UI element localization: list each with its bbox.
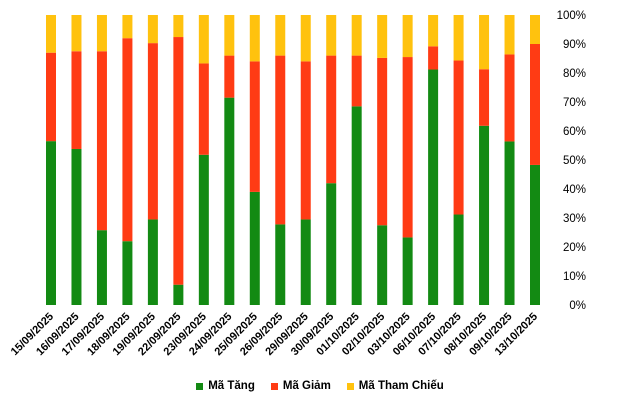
y-tick-label: 50% (563, 155, 586, 167)
legend-swatch-giam (270, 382, 278, 390)
bar-segment-giam-19 (530, 44, 540, 165)
bar-segment-giam-2 (96, 51, 107, 231)
y-tick-label: 0% (569, 300, 586, 312)
bar-segment-tham-chieu-9 (275, 15, 286, 56)
bar-segment-tham-chieu-1 (71, 15, 82, 52)
y-tick-label: 90% (563, 39, 586, 51)
bar-segment-tang-19 (530, 164, 540, 305)
bar-segment-giam-18 (504, 54, 515, 142)
y-tick-label: 40% (563, 184, 586, 196)
bar-segment-tham-chieu-12 (351, 15, 362, 56)
bar-segment-tang-6 (198, 154, 209, 305)
bar-segment-tang-16 (453, 214, 464, 305)
y-axis-ticks: 0% 10% 20% 30% 40% 50% 60% 70% 80% 90% 100% (557, 10, 586, 312)
bar-segment-tang-2 (96, 230, 107, 305)
bar-segment-giam-10 (300, 61, 311, 220)
bar-segment-tang-4 (147, 219, 158, 305)
bar-segment-tham-chieu-13 (377, 15, 388, 58)
bar-segment-giam-8 (249, 61, 260, 192)
bar-segment-giam-12 (351, 55, 362, 107)
bar-segment-giam-6 (198, 63, 209, 155)
bar-segment-giam-11 (326, 55, 337, 184)
bar-segment-tang-5 (173, 284, 184, 305)
bar-segment-tham-chieu-14 (402, 15, 413, 58)
bar-segment-tham-chieu-15 (428, 15, 439, 47)
bar-segment-tang-7 (224, 97, 235, 306)
bar-segment-giam-16 (453, 60, 464, 215)
bar-segment-tham-chieu-10 (300, 15, 311, 62)
bar-segment-giam-14 (402, 57, 413, 238)
bar-segment-tang-17 (479, 125, 490, 305)
bar-segment-tham-chieu-0 (46, 15, 56, 53)
bar-segment-giam-9 (275, 55, 286, 225)
y-tick-label: 100% (557, 10, 586, 22)
bar-segment-tham-chieu-8 (249, 15, 260, 62)
legend-swatch-tang (196, 382, 204, 390)
legend-label-tham-chieu: Mã Tham Chiếu (358, 380, 444, 392)
bar-segment-tham-chieu-5 (173, 15, 184, 38)
bar-segment-tham-chieu-2 (96, 15, 107, 52)
legend-item-tang: Mã Tăng (196, 380, 255, 392)
bar-segment-tham-chieu-18 (504, 15, 515, 55)
bar-segment-tham-chieu-17 (479, 15, 490, 70)
y-tick-label: 20% (563, 242, 586, 254)
y-tick-label: 80% (563, 68, 586, 80)
legend-label-giam: Mã Giảm (282, 380, 331, 392)
legend-label-tang: Mã Tăng (208, 380, 255, 392)
bar-segment-tang-18 (504, 141, 515, 305)
bar-segment-tang-13 (377, 225, 388, 305)
legend-item-giam: Mã Giảm (270, 380, 331, 392)
bar-segment-giam-15 (428, 46, 439, 70)
bar-segment-giam-5 (173, 37, 184, 285)
legend: Mã Tăng Mã Giảm Mã Tham Chiếu (0, 380, 640, 392)
bar-segment-tang-1 (71, 148, 82, 305)
bar-segment-giam-13 (377, 57, 388, 226)
legend-item-tham-chieu: Mã Tham Chiếu (346, 380, 444, 392)
bar-segment-giam-7 (224, 55, 235, 98)
bar-segment-tham-chieu-19 (530, 15, 540, 44)
bar-segment-tham-chieu-3 (122, 15, 133, 39)
bar-segment-tham-chieu-7 (224, 15, 235, 56)
bar-segment-giam-3 (122, 38, 133, 242)
legend-swatch-tham-chieu (346, 382, 354, 390)
bar-segment-tang-12 (351, 106, 362, 305)
bar-segment-giam-4 (147, 43, 158, 220)
bar-segment-tang-3 (122, 241, 133, 305)
bar-segment-tang-15 (428, 69, 439, 306)
y-tick-label: 30% (563, 213, 586, 225)
bar-segment-giam-1 (71, 51, 82, 149)
bars-group (46, 15, 540, 306)
bar-segment-tham-chieu-4 (147, 15, 158, 44)
x-axis-ticks: 15/09/202516/09/202517/09/202518/09/2025… (9, 311, 540, 358)
bar-segment-giam-0 (46, 52, 56, 142)
bar-segment-tham-chieu-6 (198, 15, 209, 64)
bar-segment-tham-chieu-11 (326, 15, 337, 56)
bar-segment-giam-17 (479, 69, 490, 126)
bar-segment-tang-11 (326, 183, 337, 305)
y-tick-label: 70% (563, 97, 586, 109)
bar-segment-tang-0 (46, 141, 56, 305)
bar-segment-tang-8 (249, 191, 260, 305)
y-tick-label: 60% (563, 126, 586, 138)
bar-segment-tham-chieu-16 (453, 15, 464, 61)
bar-segment-tang-9 (275, 224, 286, 305)
bar-segment-tang-10 (300, 219, 311, 305)
bar-segment-tang-14 (402, 237, 413, 305)
y-tick-label: 10% (563, 271, 586, 283)
